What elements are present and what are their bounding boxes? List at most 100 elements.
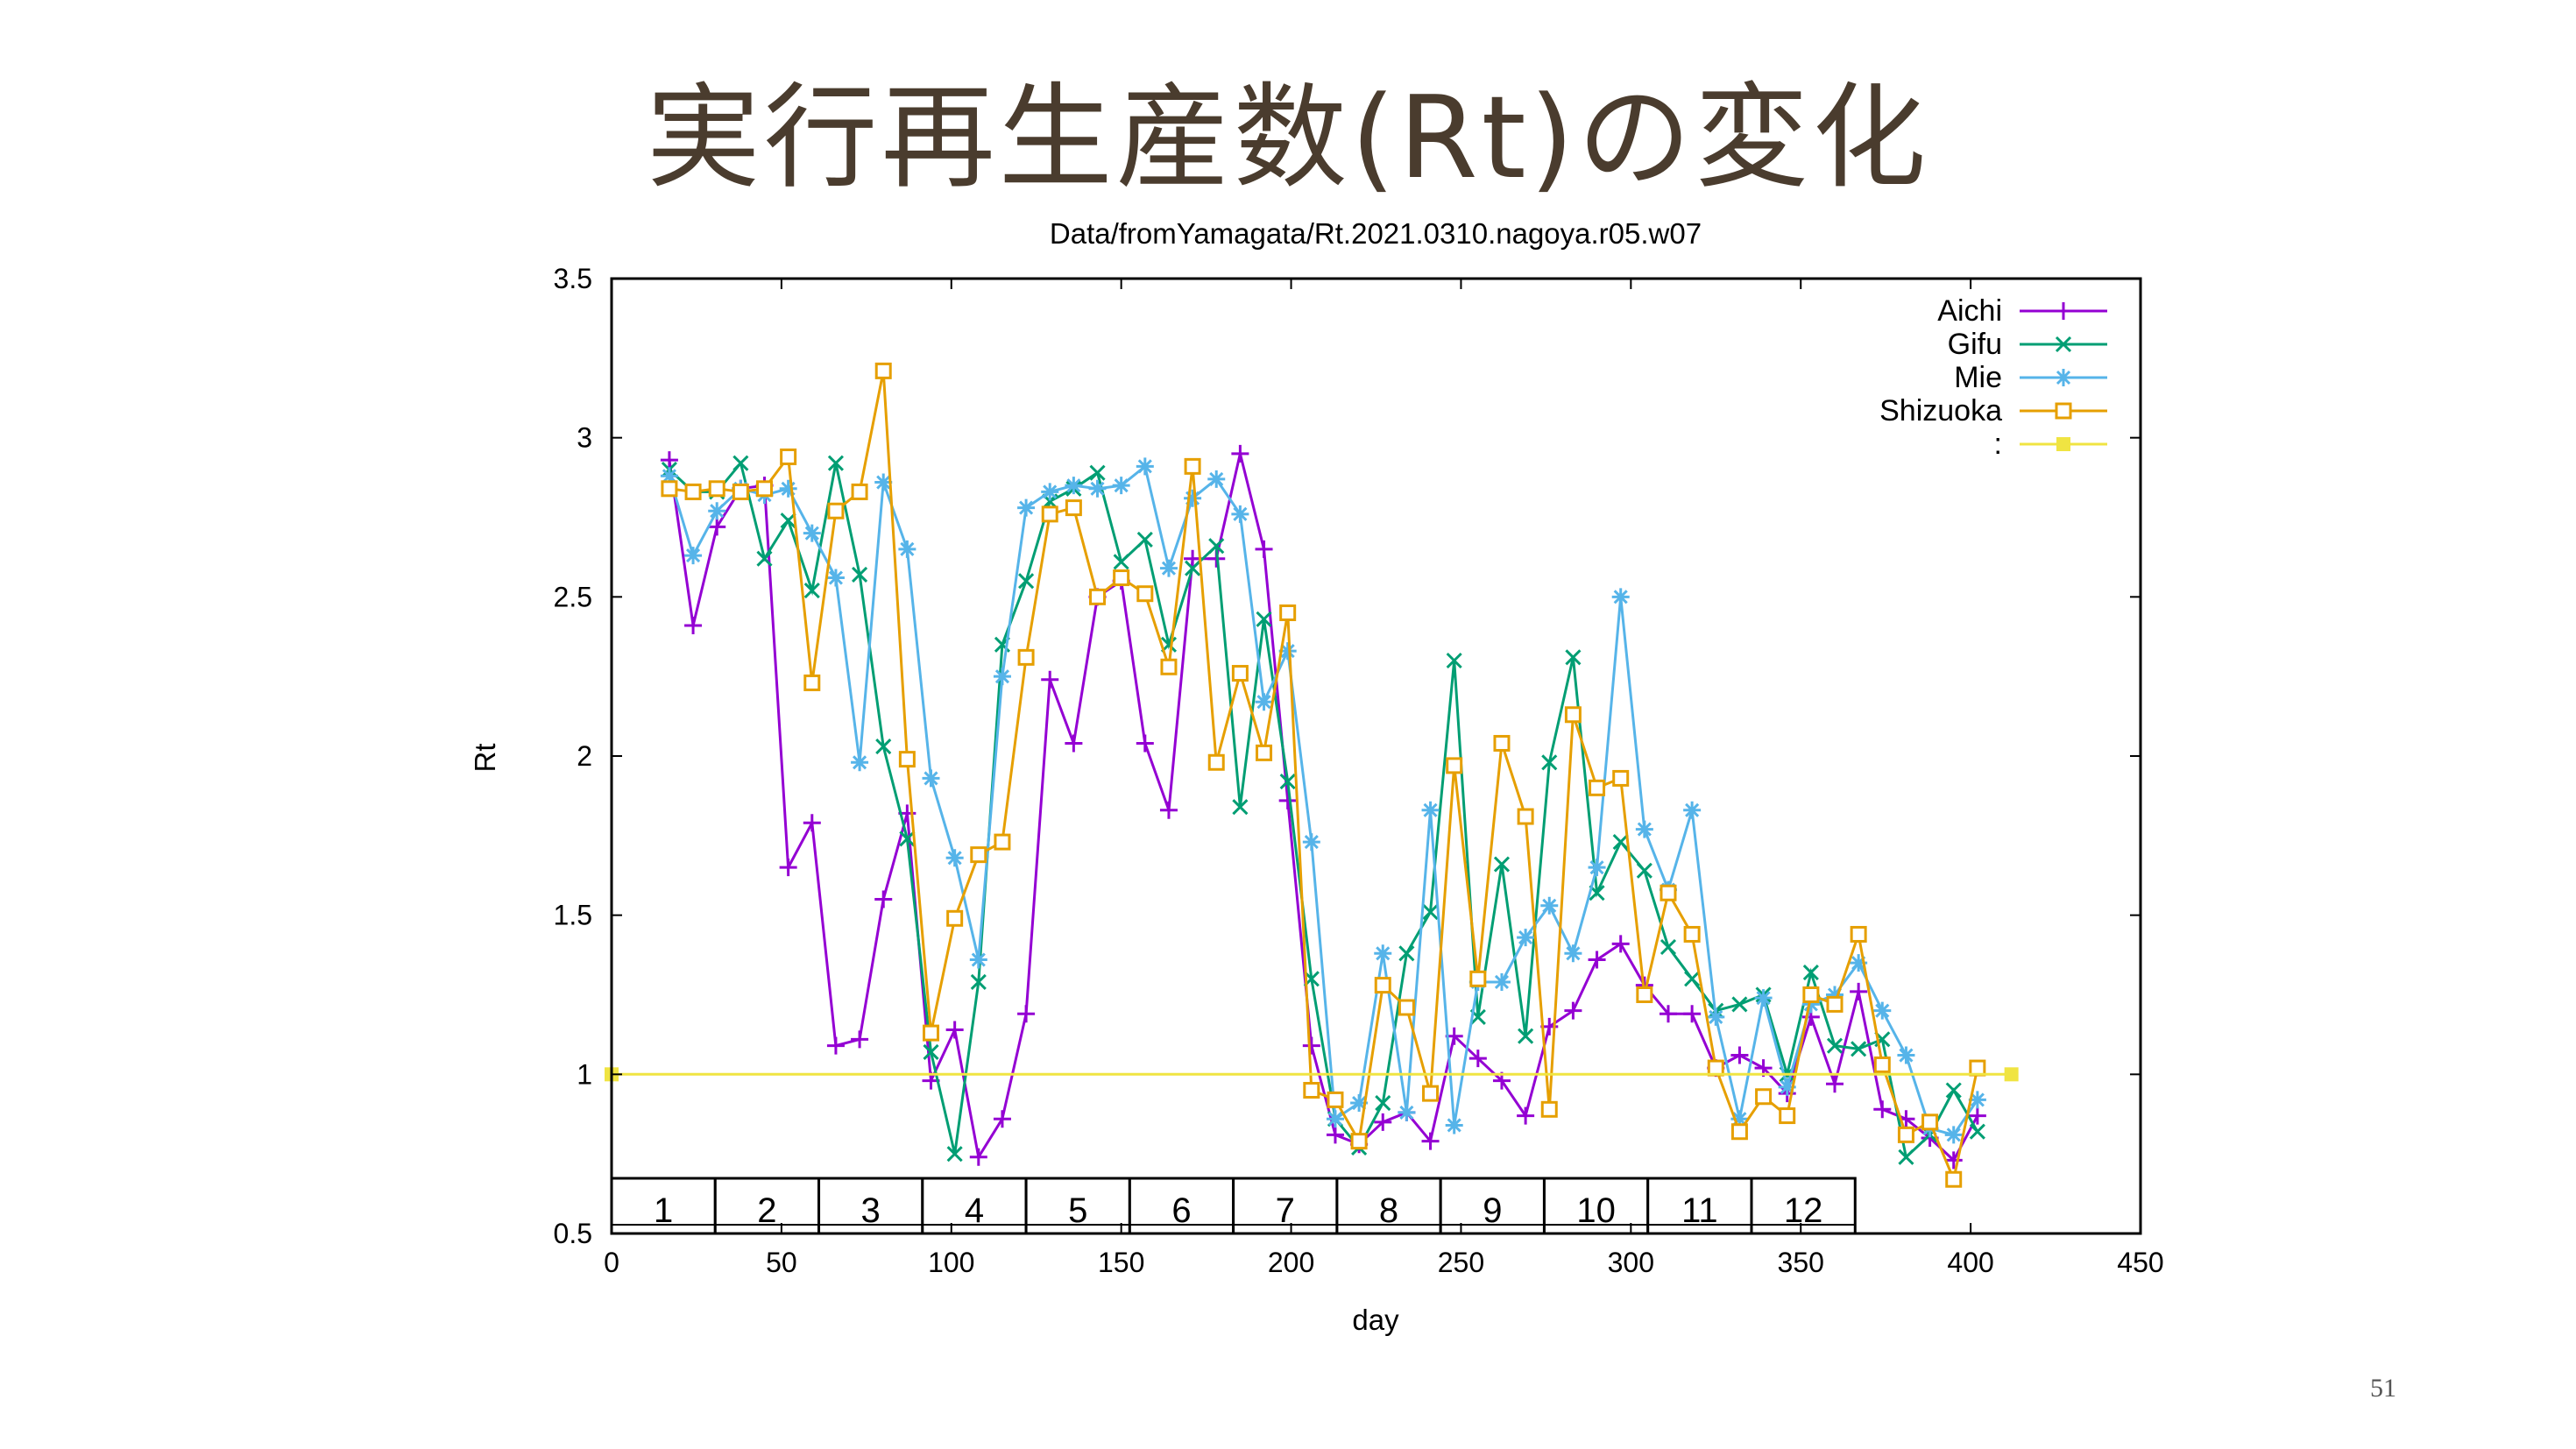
data-point <box>1969 1059 1986 1077</box>
period-label: 10 <box>1576 1191 1616 1230</box>
data-point <box>1041 670 1059 689</box>
legend-label: : <box>1994 428 2002 461</box>
data-point <box>1136 457 1154 476</box>
data-point <box>1945 1170 1963 1188</box>
data-point <box>946 909 964 927</box>
data-point <box>1944 1126 1963 1144</box>
data-point <box>1754 989 1773 1007</box>
data-point <box>1921 1113 1939 1131</box>
data-point <box>1945 1082 1962 1099</box>
data-point <box>1113 569 1130 587</box>
period-label: 5 <box>1068 1191 1087 1230</box>
data-point <box>1683 925 1701 943</box>
data-point <box>827 502 845 520</box>
data-point <box>874 362 892 379</box>
data-point <box>1564 706 1582 724</box>
data-point <box>1017 1005 1036 1023</box>
data-point <box>1041 483 1059 501</box>
data-point <box>1636 862 1652 879</box>
data-point <box>945 1021 964 1039</box>
data-point <box>1517 1106 1535 1125</box>
data-point <box>1826 995 1844 1013</box>
data-point <box>1278 642 1297 661</box>
data-point <box>993 668 1011 686</box>
data-point <box>1612 834 1629 851</box>
data-point <box>1469 970 1487 987</box>
data-point <box>1518 1028 1534 1044</box>
data-point <box>803 814 821 832</box>
data-point <box>1826 1037 1844 1054</box>
data-point <box>1089 588 1107 605</box>
data-point <box>1779 1107 1796 1125</box>
data-point <box>1326 1126 1344 1144</box>
data-point <box>851 483 868 500</box>
data-point <box>851 1030 869 1049</box>
period-label: 3 <box>861 1191 881 1230</box>
data-point <box>1468 1050 1487 1068</box>
data-point <box>803 524 821 542</box>
data-point <box>1897 1126 1914 1143</box>
data-point <box>1493 856 1511 873</box>
data-point <box>969 1148 987 1166</box>
data-point <box>1256 744 1273 761</box>
data-point <box>1659 1005 1677 1023</box>
data-point <box>1421 1132 1440 1150</box>
x-tick-label: 450 <box>2117 1247 2163 1278</box>
data-point <box>899 831 916 847</box>
data-point <box>1232 799 1249 816</box>
x-tick-label: 350 <box>1778 1247 1824 1278</box>
series-shizuoka <box>661 362 1986 1188</box>
data-point <box>1801 995 1820 1014</box>
y-tick-label: 0.5 <box>554 1218 592 1249</box>
data-point <box>1850 925 1867 943</box>
y-tick-label: 1 <box>577 1058 592 1090</box>
data-point <box>1850 982 1868 1000</box>
data-point <box>922 769 940 788</box>
data-point <box>1611 935 1630 953</box>
period-boxes: 1 2 3 4 5 6 7 8 9 10 11 12 <box>610 1177 1857 1235</box>
data-point <box>1611 588 1630 606</box>
data-point <box>1898 1149 1914 1165</box>
x-tick-label: 300 <box>1608 1247 1654 1278</box>
data-point <box>1041 505 1058 523</box>
data-point <box>1159 801 1178 819</box>
data-point <box>1327 1091 1344 1108</box>
data-point <box>874 890 893 908</box>
data-point <box>1730 1046 1749 1064</box>
data-point <box>1660 884 1677 901</box>
data-point <box>945 849 964 867</box>
data-point <box>1184 457 1201 475</box>
data-point <box>1279 774 1296 790</box>
period-label: 6 <box>1171 1191 1191 1230</box>
data-point <box>1160 658 1178 675</box>
y-tick-label: 3.5 <box>554 263 592 294</box>
y-tick-label: 1.5 <box>554 900 592 931</box>
data-point <box>803 674 821 691</box>
data-point <box>1422 903 1439 921</box>
data-point <box>1112 477 1130 495</box>
data-point <box>1065 499 1082 517</box>
data-point <box>1065 734 1083 753</box>
data-point <box>660 451 678 470</box>
data-point <box>970 846 987 864</box>
data-point <box>1707 1059 1724 1077</box>
data-point <box>1279 604 1297 621</box>
data-point <box>1017 498 1036 517</box>
data-point <box>756 550 773 567</box>
data-point <box>1159 559 1178 577</box>
data-point <box>1565 649 1582 666</box>
data-point <box>1730 1123 1748 1141</box>
data-point <box>684 483 702 500</box>
y-tick-label: 2 <box>577 740 592 772</box>
data-point <box>1897 1046 1915 1064</box>
x-tick-label: 200 <box>1268 1247 1314 1278</box>
series-mie <box>660 457 1986 1144</box>
legend-marker <box>2056 437 2070 451</box>
data-point <box>1944 1151 1963 1170</box>
data-point <box>1398 945 1415 962</box>
data-point <box>1375 1094 1391 1112</box>
data-point <box>1422 1085 1440 1102</box>
data-point <box>684 617 703 635</box>
data-point <box>1589 779 1606 796</box>
